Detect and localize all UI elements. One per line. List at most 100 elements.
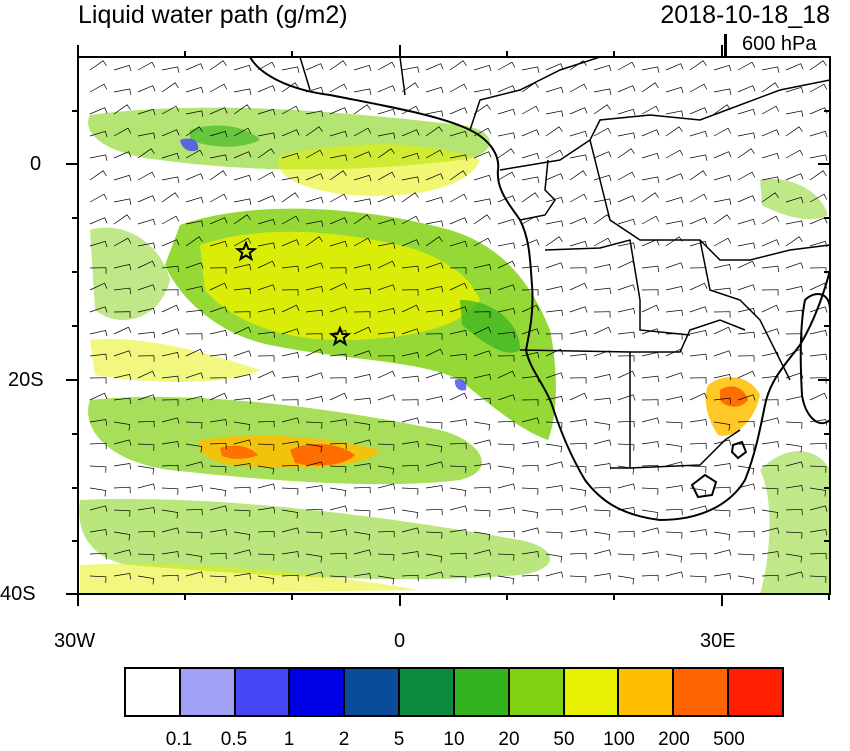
wind-barb (257, 420, 275, 428)
wind-barb (113, 263, 132, 271)
wind-barb (329, 465, 347, 473)
wind-barb (569, 575, 587, 583)
wind-barb (689, 107, 708, 115)
wind-barb (305, 285, 324, 293)
wind-barb (353, 573, 372, 580)
wind-barb (401, 487, 419, 495)
wind-barb (353, 311, 371, 318)
wind-barb (593, 486, 611, 494)
wind-barb (449, 83, 468, 93)
wind-barb (185, 196, 204, 204)
wind-barb (257, 218, 276, 226)
wind-barb (137, 483, 156, 490)
wind-barb (665, 421, 683, 429)
wind-barb (137, 108, 156, 116)
wind-barb (89, 329, 108, 337)
wind-barb (425, 461, 444, 468)
cloud-band-west-south (90, 339, 260, 382)
wind-barb (185, 86, 204, 94)
wind-barb (305, 333, 323, 340)
wind-barb (233, 531, 251, 541)
wind-barb (209, 353, 227, 361)
wind-barb (809, 419, 828, 426)
wind-barb (761, 527, 780, 534)
color-bar-label: 2 (338, 729, 350, 750)
wind-barb (233, 127, 252, 137)
wind-barb (137, 443, 155, 451)
wind-barb (545, 395, 564, 403)
wind-barb (665, 348, 684, 357)
wind-barb (425, 333, 443, 340)
wind-barb (89, 170, 107, 181)
wind-barb (161, 399, 179, 406)
wind-barb (377, 331, 395, 339)
wind-barb (641, 192, 659, 203)
wind-barb (809, 353, 827, 361)
wind-barb (305, 421, 323, 429)
wind-barb (785, 333, 803, 340)
wind-barb (89, 154, 108, 161)
wind-barb (521, 289, 539, 296)
wind-barb (281, 129, 300, 137)
wind-barb (521, 328, 540, 335)
color-bar-box-6 (454, 669, 510, 715)
wind-barb (329, 282, 348, 291)
wind-barb (761, 328, 780, 335)
wind-barb (521, 152, 540, 160)
wind-barb (185, 236, 203, 247)
wind-barb (449, 353, 467, 361)
wind-barb (737, 85, 756, 93)
wind-barb (161, 509, 179, 519)
wind-barb (137, 171, 156, 181)
wind-barb (665, 236, 683, 247)
wind-barb (89, 217, 108, 225)
cloud-blue-patch-2 (454, 379, 467, 391)
wind-barb (593, 439, 612, 446)
wind-barb (113, 326, 132, 335)
wind-barb (641, 239, 660, 247)
wind-barb (209, 419, 228, 426)
wind-barb (737, 260, 756, 269)
wind-barb (497, 85, 516, 93)
wind-barb (569, 529, 588, 536)
color-bar-label: 50 (553, 729, 575, 750)
wind-barb (521, 215, 540, 225)
wind-barb (689, 505, 708, 512)
wind-barb (737, 331, 755, 339)
wind-barb (89, 377, 107, 384)
wind-barb (545, 220, 564, 227)
wind-barb (89, 487, 107, 497)
star-marker-north (234, 240, 258, 262)
wind-barb (161, 487, 179, 495)
wind-barb (521, 66, 540, 73)
wind-barb (473, 263, 492, 271)
wind-barb (497, 530, 515, 538)
wind-barb (737, 507, 756, 514)
wind-barb (257, 553, 275, 561)
wind-barb (425, 149, 444, 159)
wind-barb (761, 417, 780, 424)
wind-barb (689, 170, 707, 181)
wind-barb (233, 174, 252, 182)
wind-barb (689, 306, 708, 313)
wind-barb (281, 375, 299, 383)
wind-barb (281, 239, 300, 247)
wind-barb (473, 439, 492, 446)
wind-barb (617, 370, 636, 379)
wind-barb (257, 370, 276, 379)
wind-barb (209, 170, 227, 181)
wind-barb (545, 126, 563, 137)
wind-barb (425, 395, 444, 403)
wind-barb (233, 573, 252, 580)
wind-barb (737, 108, 756, 116)
wind-barb (713, 214, 731, 225)
wind-barb (425, 553, 443, 563)
wind-barb (713, 88, 732, 95)
wind-barb (329, 552, 347, 560)
wind-barb (449, 552, 467, 560)
wind-barb (785, 485, 804, 492)
wind-barb (497, 284, 516, 291)
wind-barb (233, 311, 251, 318)
wind-barb (497, 394, 516, 401)
wind-barb (185, 333, 203, 340)
